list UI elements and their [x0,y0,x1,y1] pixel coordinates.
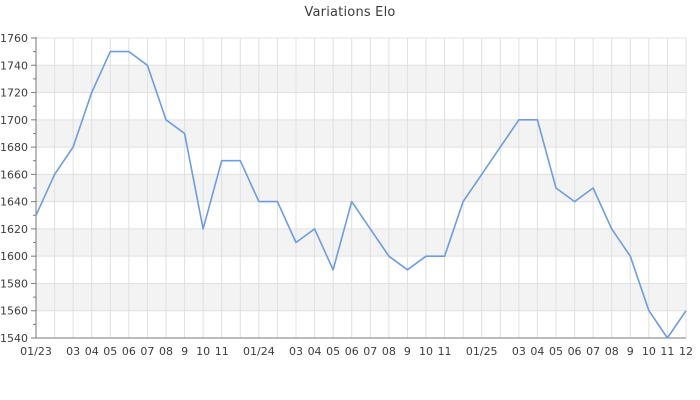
x-axis-label: 12 [679,345,693,358]
x-axis-label: 08 [605,345,619,358]
x-axis-label: 01/25 [466,345,498,358]
x-axis-label: 05 [549,345,563,358]
chart-title: Variations Elo [304,5,396,20]
elo-series-line [35,50,687,339]
y-axis-label: 1740 [0,59,28,72]
x-axis-label: 06 [122,345,136,358]
x-axis-label: 11 [660,345,674,358]
y-axis-label: 1560 [0,305,28,318]
alternate-band [36,283,686,311]
x-axis-label: 05 [103,345,117,358]
x-axis-label: 05 [326,345,340,358]
x-axis-label: 07 [363,345,377,358]
y-axis-label: 1680 [0,141,28,154]
x-axis-label: 03 [66,345,80,358]
alternate-band [36,119,686,148]
x-axis-label: 03 [512,345,526,358]
x-axis-label: 08 [382,345,396,358]
x-axis-label: 10 [642,345,656,358]
y-axis-label: 1760 [0,32,28,45]
y-axis-label: 1620 [0,223,28,236]
x-axis-label: 03 [289,345,303,358]
x-axis-label: 11 [438,345,452,358]
y-axis-label: 1540 [0,332,28,345]
x-axis-label: 04 [308,345,322,358]
x-axis-label: 04 [85,345,99,358]
y-axis-label: 1660 [0,168,28,181]
y-axis-label: 1640 [0,196,28,209]
x-axis-label: 9 [404,345,411,358]
x-axis-label: 9 [627,345,634,358]
alternate-band [36,228,686,257]
x-axis-label: 07 [586,345,600,358]
x-axis-label: 06 [568,345,582,358]
x-axis-label: 10 [196,345,210,358]
x-axis-label: 11 [215,345,229,358]
x-axis-label: 06 [345,345,359,358]
x-axis-label: 01/24 [243,345,275,358]
x-axis-label: 10 [419,345,433,358]
x-axis-label: 08 [159,345,173,358]
alternate-band [36,65,686,93]
x-axis-label: 04 [530,345,544,358]
x-axis-label: 01/23 [20,345,52,358]
x-axis-label: 07 [140,345,154,358]
alternate-band [36,174,686,202]
y-axis-label: 1720 [0,87,28,100]
y-axis-label: 1700 [0,114,28,127]
y-axis-label: 1580 [0,277,28,290]
x-axis-label: 9 [181,345,188,358]
y-axis-label: 1600 [0,250,28,263]
